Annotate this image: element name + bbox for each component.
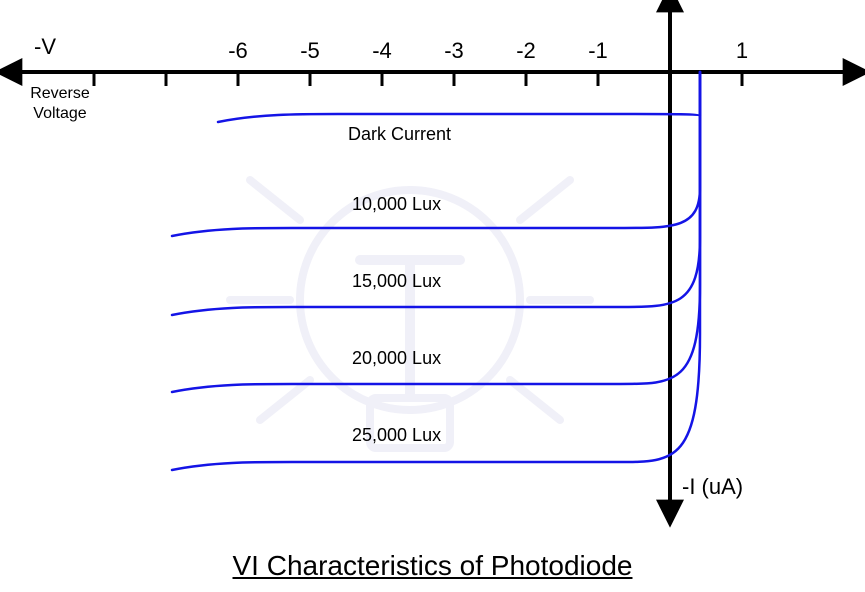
curve-label-l15k: 15,000 Lux: [352, 271, 441, 291]
svg-text:1: 1: [736, 38, 748, 63]
svg-text:-1: -1: [588, 38, 608, 63]
labels: -1 -2 -3 -4 -5 -6 1 -V Reverse Voltage -I (uA) Dark…: [30, 34, 748, 499]
chart-title: VI Characteristics of Photodiode: [0, 550, 865, 582]
svg-text:-5: -5: [300, 38, 320, 63]
svg-text:-4: -4: [372, 38, 392, 63]
label-reverse: Reverse: [30, 85, 90, 102]
label-neg-i: -I (uA): [682, 474, 743, 499]
curve-label-dark: Dark Current: [348, 124, 451, 144]
label-voltage: Voltage: [33, 105, 86, 122]
curve-label-l25k: 25,000 Lux: [352, 425, 441, 445]
svg-text:-6: -6: [228, 38, 248, 63]
chart-svg: -1 -2 -3 -4 -5 -6 1 -V Reverse Voltage -I (uA) Dark…: [0, 0, 865, 592]
curve-label-l20k: 20,000 Lux: [352, 348, 441, 368]
curve-l20k: [172, 72, 700, 392]
photodiode-vi-chart: -1 -2 -3 -4 -5 -6 1 -V Reverse Voltage -I (uA) Dark…: [0, 0, 865, 592]
svg-text:-3: -3: [444, 38, 464, 63]
curve-dark: [218, 72, 700, 122]
label-neg-v: -V: [34, 34, 56, 59]
watermark-bulb: [230, 180, 590, 448]
svg-text:-2: -2: [516, 38, 536, 63]
curve-label-l10k: 10,000 Lux: [352, 194, 441, 214]
